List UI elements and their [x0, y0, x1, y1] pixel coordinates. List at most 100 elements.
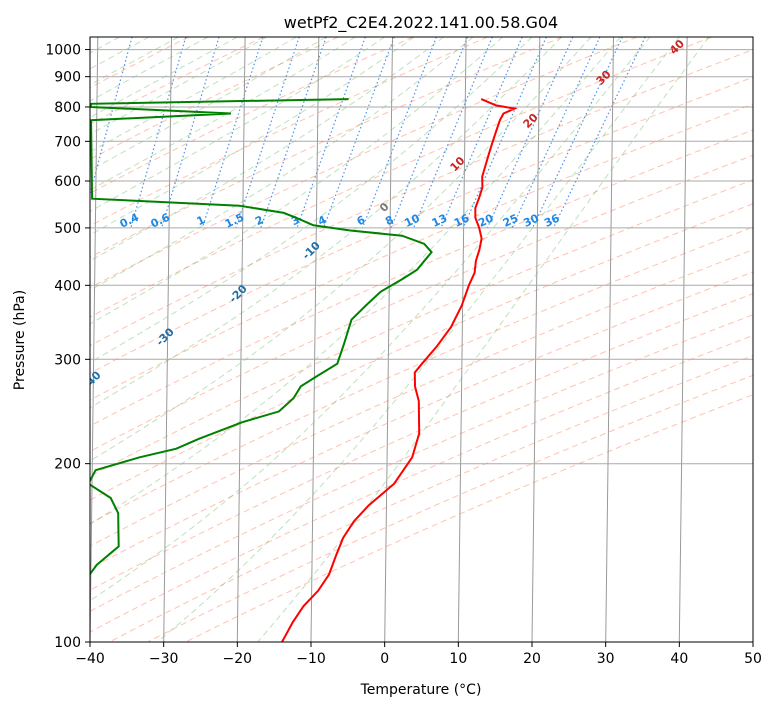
dry-adiabat [90, 37, 563, 258]
isotherm-label: -10 [300, 239, 323, 262]
mixing-ratio-label: 10 [403, 211, 423, 229]
mixing-ratio-line [413, 37, 493, 229]
mixing-ratio-line [130, 37, 187, 229]
x-axis-ticks: −40 −30 −20 −10 0 10 20 30 40 50 [75, 642, 762, 667]
x-tick-label: −20 [223, 651, 253, 667]
isotherm-label: -50 [7, 412, 30, 435]
x-tick-label: 40 [670, 651, 688, 667]
y-tick-label: 1000 [45, 43, 81, 59]
dry-adiabat [90, 76, 753, 374]
y-tick-label: 300 [54, 352, 81, 368]
moist-adiabat [90, 37, 651, 602]
dry-adiabat [185, 394, 753, 642]
y-tick-label: 100 [54, 635, 81, 651]
y-tick-label: 800 [54, 100, 81, 116]
dry-adiabat [90, 293, 753, 591]
mixing-ratio-label: 30 [521, 211, 541, 229]
grid-lines [90, 37, 753, 642]
isotherm-line [90, 37, 99, 642]
dry-adiabat [90, 37, 190, 89]
mixing-ratio-line [511, 37, 601, 229]
moist-adiabat [90, 37, 268, 135]
moist-adiabat [156, 37, 680, 642]
y-tick-label: 900 [54, 70, 81, 86]
dry-adiabat [147, 374, 753, 642]
dry-adiabat [90, 37, 712, 318]
mixing-ratio-line [440, 37, 523, 229]
dry-adiabat [109, 355, 753, 642]
moist-adiabat [90, 37, 592, 462]
isotherm-line [531, 37, 541, 642]
mixing-ratio-label: 20 [476, 211, 496, 229]
isotherm-line [384, 37, 393, 642]
dry-adiabat [90, 37, 414, 194]
dewpoint-profile-line [90, 98, 433, 576]
mixing-ratio-label: 13 [430, 212, 449, 230]
isotherm-line [236, 37, 246, 642]
series-lines [90, 98, 518, 642]
x-tick-label: −10 [296, 651, 326, 667]
moist-adiabat [90, 37, 503, 325]
x-tick-label: 20 [523, 651, 541, 667]
dry-adiabat [90, 271, 753, 569]
isotherm-line [752, 603, 753, 642]
dry-adiabat [90, 314, 753, 612]
y-tick-label: 500 [54, 221, 81, 237]
background-lines [34, 37, 753, 642]
mixing-ratio-line [90, 37, 133, 196]
isotherm-line [605, 37, 614, 642]
mixing-ratio-label: 36 [542, 211, 562, 229]
isotherm-line [457, 37, 467, 642]
x-tick-label: −30 [149, 651, 179, 667]
dry-adiabat [90, 103, 753, 401]
mixing-ratio-line [34, 37, 82, 228]
mixing-ratio-label: 0.1 [21, 211, 44, 231]
dry-adiabat [90, 226, 753, 525]
y-tick-label: 200 [54, 457, 81, 473]
x-tick-label: −40 [75, 651, 105, 667]
moist-adiabat [90, 37, 474, 291]
mixing-ratio-label: 25 [501, 212, 520, 230]
mixing-ratio-line [390, 37, 469, 229]
x-tick-label: 10 [449, 651, 467, 667]
temperature-profile-line [281, 98, 518, 642]
isotherm-label: -40 [80, 368, 103, 391]
dry-adiabat [90, 37, 264, 125]
mixing-ratio-line [532, 37, 623, 229]
moist-adiabat [257, 37, 710, 642]
y-axis-label: Pressure (hPa) [12, 290, 28, 390]
moist-adiabat [90, 37, 209, 102]
isotherm-line [678, 37, 688, 642]
moist-adiabat [90, 37, 385, 213]
dry-adiabat [90, 334, 753, 633]
dry-adiabat [90, 49, 753, 347]
dry-adiabat [90, 249, 753, 547]
mixing-ratio-line [552, 37, 646, 229]
mixing-ratio-line [296, 37, 366, 229]
isotherm-line [163, 37, 172, 642]
moist-adiabat [90, 37, 621, 525]
mixing-ratio-line [260, 37, 327, 229]
x-tick-label: 30 [597, 651, 615, 667]
mixing-ratio-line [462, 37, 547, 229]
moist-adiabat [90, 37, 415, 236]
plot-frame [89, 36, 754, 643]
mixing-ratio-line [161, 37, 220, 229]
isotherm-label: -30 [154, 325, 177, 348]
moist-adiabat [90, 37, 444, 262]
x-tick-label: 0 [380, 651, 389, 667]
mixing-ratio-label: 8 [383, 213, 395, 228]
moist-adiabat [90, 37, 297, 153]
mixing-ratio-line [486, 37, 574, 229]
dry-adiabat [90, 203, 753, 501]
mixing-ratio-label: 16 [452, 211, 472, 229]
y-tick-label: 400 [54, 278, 81, 294]
mixing-ratio-line [323, 37, 395, 229]
y-tick-label: 700 [54, 134, 81, 150]
moist-adiabat [90, 37, 326, 171]
dry-adiabat [90, 154, 753, 452]
chart-title: wetPf2_C2E4.2022.141.00.58.G04 [284, 13, 558, 33]
x-axis-label: Temperature (°C) [360, 682, 482, 698]
moist-adiabat [90, 37, 533, 364]
